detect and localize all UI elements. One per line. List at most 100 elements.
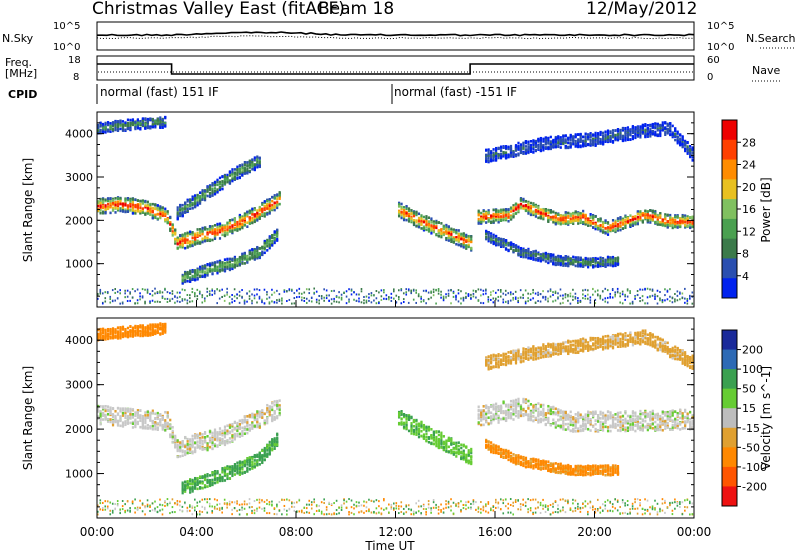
echo-cell (485, 157, 488, 161)
clutter-cell (194, 295, 196, 298)
echo-cell (517, 145, 520, 149)
clutter-cell (166, 297, 169, 300)
clutter-cell (328, 299, 330, 302)
clutter-cell (577, 299, 579, 302)
echo-cell (569, 136, 572, 139)
echo-cell (201, 240, 204, 244)
echo-cell (599, 140, 602, 144)
echo-cell (594, 131, 597, 135)
echo-cell (241, 169, 244, 172)
echo-cell (106, 129, 110, 132)
echo-cell (651, 125, 654, 129)
echo-cell (504, 239, 508, 242)
echo-cell (226, 263, 229, 266)
echo-cell (109, 205, 112, 209)
echo-cell (191, 206, 194, 210)
echo-cell (596, 263, 600, 267)
echo-cell (216, 265, 219, 269)
echo-cell (116, 203, 120, 207)
clutter-cell (636, 294, 639, 297)
echo-cell (131, 201, 135, 204)
clutter-cell (166, 291, 169, 294)
echo-cell (460, 244, 463, 248)
clutter-cell (452, 290, 455, 293)
echo-cell (256, 245, 259, 249)
echo-cell (258, 256, 261, 259)
echo-cell (601, 223, 605, 226)
echo-cell (631, 137, 635, 141)
echo-cell (251, 218, 254, 222)
echo-cell (181, 214, 184, 218)
echo-cell (532, 147, 535, 151)
nsearch-label: N.Search (746, 32, 796, 45)
echo-cell (604, 261, 607, 265)
echo-cell (537, 137, 540, 141)
echo-cell (624, 137, 627, 141)
echo-cell (151, 206, 154, 210)
echo-cell (504, 151, 508, 154)
echo-cell (567, 211, 570, 215)
echo-cell (490, 151, 493, 154)
echo-cell (611, 261, 615, 264)
echo-cell (661, 223, 664, 226)
clutter-cell (218, 289, 221, 292)
echo-cell (131, 123, 135, 127)
echo-cell (616, 219, 620, 223)
echo-cell (579, 261, 582, 265)
echo-cell (549, 145, 552, 148)
echo-cell (554, 141, 557, 144)
echo-cell (522, 249, 525, 253)
echo-cell (582, 258, 585, 262)
echo-cell (116, 125, 120, 129)
echo-cell (405, 218, 408, 222)
echo-cell (504, 208, 508, 211)
clutter-cell (338, 301, 340, 304)
echo-cell (490, 155, 493, 159)
echo-cell (101, 202, 105, 206)
echo-cell (544, 146, 547, 149)
clutter-cell (430, 291, 432, 294)
echo-cell (544, 208, 547, 211)
echo-cell (256, 249, 259, 253)
echo-cell (246, 167, 249, 171)
clutter-cell (616, 287, 619, 290)
echo-cell (542, 140, 545, 143)
clutter-cell (430, 290, 432, 293)
echo-cell (616, 138, 620, 142)
echo-cell (129, 199, 132, 202)
echo-cell (201, 192, 204, 195)
echo-cell (184, 239, 187, 242)
echo-cell (226, 228, 229, 231)
echo-cell (164, 212, 167, 216)
echo-cell (169, 223, 172, 226)
echo-cell (164, 122, 167, 125)
echo-cell (604, 219, 607, 222)
echo-cell (211, 231, 214, 235)
echo-cell (211, 225, 214, 228)
clutter-cell (286, 300, 288, 303)
echo-cell (191, 197, 194, 201)
echo-cell (507, 155, 510, 159)
echo-cell (213, 224, 217, 227)
clutter-cell (251, 299, 253, 302)
echo-cell (619, 221, 622, 224)
clutter-cell (201, 294, 204, 297)
echo-cell (159, 123, 162, 127)
echo-cell (131, 208, 135, 212)
echo-cell (579, 258, 582, 261)
clutter-cell (629, 292, 631, 295)
clutter-cell (507, 302, 510, 305)
echo-cell (664, 131, 667, 134)
echo-cell (537, 211, 540, 215)
echo-cell (651, 214, 654, 217)
echo-cell (213, 267, 217, 271)
clutter-cell (562, 297, 564, 300)
echo-cell (599, 217, 602, 221)
echo-cell (196, 228, 199, 231)
clutter-cell (659, 291, 661, 294)
echo-cell (238, 176, 241, 180)
echo-cell (495, 209, 498, 212)
clutter-cell (171, 292, 174, 295)
echo-cell (639, 217, 642, 221)
echo-cell (445, 238, 448, 242)
